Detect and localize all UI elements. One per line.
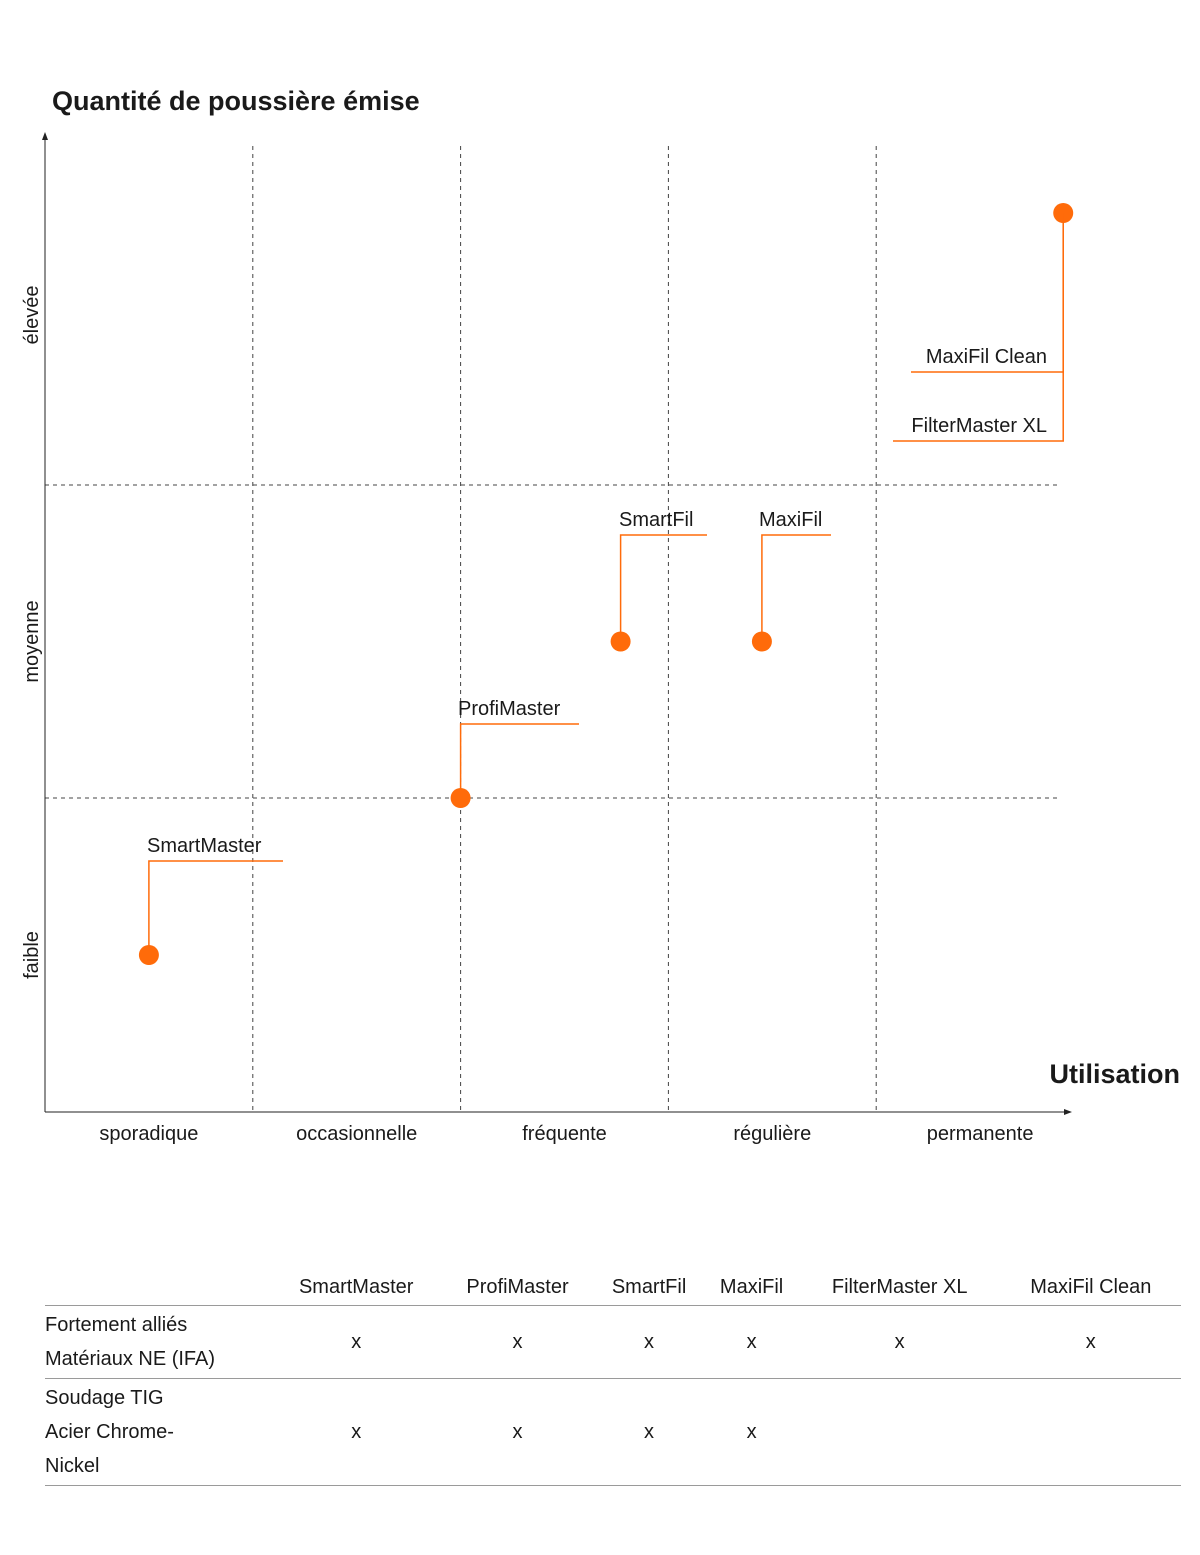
leader-line <box>619 534 707 642</box>
table-cell: x <box>644 1330 655 1353</box>
x-tick-label: permanente <box>927 1123 1034 1145</box>
row-label-line: Acier Chrome- <box>45 1421 174 1443</box>
y-tick-label: élevée <box>21 286 43 345</box>
leader-line <box>459 723 579 798</box>
y-axis-arrow-icon <box>42 132 48 140</box>
data-point <box>450 788 471 808</box>
compatibility-table: SmartMaster ProfiMaster SmartFil MaxiFil… <box>45 1272 1181 1486</box>
point-label: FilterMaster XL <box>911 415 1047 437</box>
data-point <box>751 631 772 652</box>
row-label-line: Fortement alliés <box>45 1314 188 1336</box>
chart: sporadique occasionnelle fréquente régulièr… <box>21 132 1074 1145</box>
table-cell: x <box>512 1330 523 1353</box>
y-tick-label: faible <box>21 931 43 979</box>
table-cell: x <box>746 1420 757 1443</box>
table-header-cell: SmartMaster <box>298 1276 414 1298</box>
table-cell: x <box>894 1330 905 1353</box>
chart-title: Quantité de poussière émise <box>52 86 420 116</box>
table-cell: x <box>512 1420 523 1443</box>
table-cell: x <box>746 1330 757 1353</box>
table-cell: x <box>644 1420 655 1443</box>
leader-line <box>893 213 1064 442</box>
table-cell: x <box>351 1420 362 1443</box>
table-cell: x <box>1085 1330 1096 1353</box>
x-tick-label: fréquente <box>522 1123 607 1145</box>
x-axis-arrow-icon <box>1064 1109 1072 1115</box>
leader-line <box>761 534 831 642</box>
table-header-cell: MaxiFil Clean <box>1030 1276 1152 1298</box>
point-label: SmartMaster <box>147 835 262 857</box>
point-label: SmartFil <box>619 509 693 531</box>
x-tick-label: sporadique <box>99 1123 198 1145</box>
table-row-label: Fortement alliés Matériaux NE (IFA) <box>45 1306 271 1379</box>
data-point <box>610 631 631 652</box>
table-row: Soudage TIG Acier Chrome- Nickel x x x x <box>45 1379 1181 1486</box>
x-tick-label: occasionnelle <box>296 1123 417 1145</box>
table-header-cell: SmartFil <box>611 1276 687 1298</box>
point-label: MaxiFil <box>759 509 822 531</box>
leader-line <box>148 860 283 955</box>
data-point <box>138 945 159 965</box>
table-cell: x <box>351 1330 362 1353</box>
table-corner-cell <box>45 1272 271 1306</box>
row-label-line: Matériaux NE (IFA) <box>45 1348 216 1370</box>
table-row: Fortement alliés Matériaux NE (IFA) x x … <box>45 1306 1181 1379</box>
point-label: ProfiMaster <box>458 698 561 720</box>
table-cell <box>799 1379 1001 1486</box>
table-cell <box>1001 1379 1181 1486</box>
row-label-line: Soudage TIG <box>45 1387 164 1409</box>
table-header-cell: MaxiFil <box>719 1276 784 1298</box>
table-row-label: Soudage TIG Acier Chrome- Nickel <box>45 1379 271 1486</box>
x-tick-label: régulière <box>733 1123 811 1145</box>
table-header-cell: FilterMaster XL <box>831 1276 968 1298</box>
table-header-cell: ProfiMaster <box>466 1276 569 1298</box>
point-label: MaxiFil Clean <box>926 346 1047 368</box>
table-header-row: SmartMaster ProfiMaster SmartFil MaxiFil… <box>45 1272 1181 1306</box>
y-tick-label: moyenne <box>21 600 43 682</box>
row-label-line: Nickel <box>45 1455 100 1477</box>
x-axis-title: Utilisation <box>1049 1059 1180 1089</box>
